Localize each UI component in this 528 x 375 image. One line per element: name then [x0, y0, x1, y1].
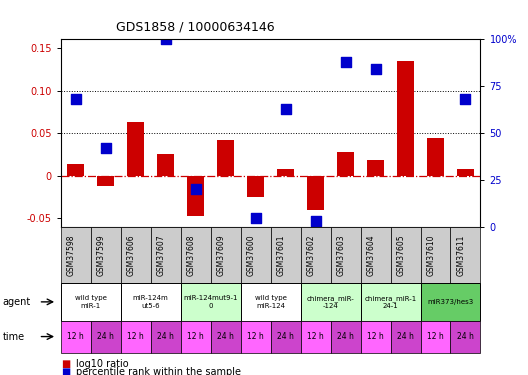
Bar [397, 61, 414, 176]
Text: 24 h: 24 h [97, 332, 114, 341]
Text: miR-124mut9-1
0: miR-124mut9-1 0 [183, 295, 238, 309]
Text: 24 h: 24 h [457, 332, 474, 341]
Text: GSM37605: GSM37605 [397, 234, 406, 276]
Text: GSM37607: GSM37607 [157, 234, 166, 276]
Point [162, 36, 170, 42]
Bar [187, 176, 204, 216]
Point [312, 218, 320, 224]
Bar [337, 152, 354, 176]
Text: time: time [3, 332, 25, 342]
Text: 24 h: 24 h [277, 332, 294, 341]
Text: GSM37599: GSM37599 [97, 234, 106, 276]
Text: chimera_miR-1
24-1: chimera_miR-1 24-1 [364, 295, 417, 309]
Point [461, 96, 470, 102]
Text: 24 h: 24 h [337, 332, 354, 341]
Text: 12 h: 12 h [247, 332, 264, 341]
Text: miR-124m
ut5-6: miR-124m ut5-6 [133, 295, 168, 309]
Text: 24 h: 24 h [397, 332, 414, 341]
Text: GSM37600: GSM37600 [247, 234, 256, 276]
Text: GSM37598: GSM37598 [67, 234, 76, 276]
Text: GSM37609: GSM37609 [216, 234, 225, 276]
Bar [98, 176, 114, 186]
Point [371, 66, 380, 72]
Text: miR373/hes3: miR373/hes3 [427, 299, 474, 305]
Text: percentile rank within the sample: percentile rank within the sample [76, 367, 241, 375]
Bar [427, 138, 444, 176]
Text: chimera_miR-
-124: chimera_miR- -124 [307, 295, 354, 309]
Text: GSM37601: GSM37601 [277, 234, 286, 276]
Bar [218, 140, 234, 176]
Point [431, 4, 440, 10]
Point [192, 186, 200, 192]
Text: GSM37608: GSM37608 [186, 234, 196, 276]
Text: 12 h: 12 h [367, 332, 384, 341]
Point [71, 96, 80, 102]
Text: GSM37604: GSM37604 [366, 234, 375, 276]
Text: 12 h: 12 h [187, 332, 204, 341]
Bar [127, 122, 144, 176]
Text: GSM37611: GSM37611 [457, 234, 466, 276]
Bar [157, 154, 174, 176]
Text: ■: ■ [61, 367, 70, 375]
Text: GSM37602: GSM37602 [307, 234, 316, 276]
Text: 12 h: 12 h [307, 332, 324, 341]
Text: agent: agent [3, 297, 31, 307]
Bar [277, 169, 294, 176]
Text: 12 h: 12 h [127, 332, 144, 341]
Point [341, 59, 350, 65]
Text: GSM37603: GSM37603 [336, 234, 345, 276]
Text: log10 ratio: log10 ratio [76, 359, 128, 369]
Text: wild type
miR-1: wild type miR-1 [75, 295, 107, 309]
Text: GDS1858 / 10000634146: GDS1858 / 10000634146 [116, 21, 275, 34]
Text: ■: ■ [61, 359, 70, 369]
Bar [307, 176, 324, 210]
Text: GSM37610: GSM37610 [427, 234, 436, 276]
Text: 12 h: 12 h [68, 332, 84, 341]
Text: 24 h: 24 h [157, 332, 174, 341]
Point [221, 18, 230, 24]
Text: GSM37606: GSM37606 [127, 234, 136, 276]
Bar [68, 164, 84, 176]
Text: 24 h: 24 h [217, 332, 234, 341]
Point [101, 145, 110, 151]
Point [251, 214, 260, 220]
Bar [247, 176, 264, 197]
Bar [367, 160, 384, 176]
Text: 12 h: 12 h [427, 332, 444, 341]
Point [281, 106, 290, 112]
Text: wild type
miR-124: wild type miR-124 [254, 295, 287, 309]
Bar [457, 169, 474, 176]
